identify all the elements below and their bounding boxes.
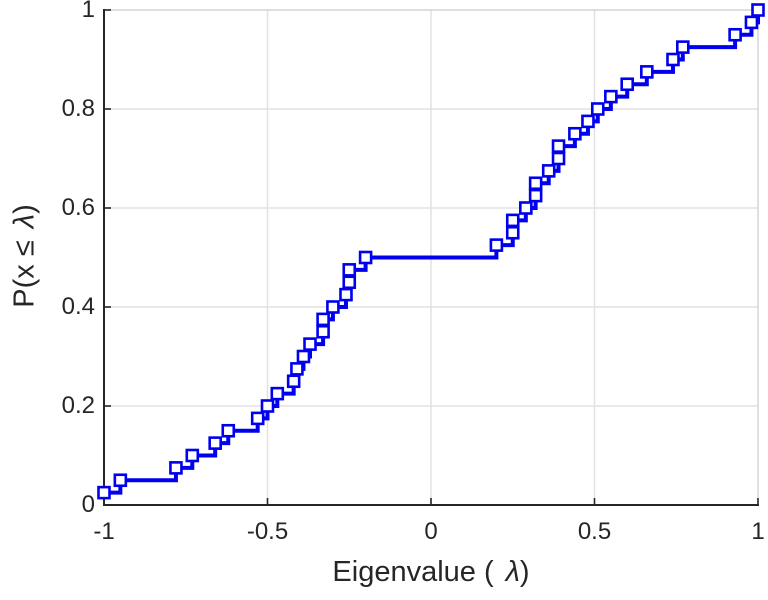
- ecdf-data-marker: [551, 151, 566, 166]
- ecdf-data-marker: [505, 213, 520, 228]
- ecdf-data-marker: [640, 65, 654, 79]
- ecdf-data-marker: [541, 164, 556, 178]
- ecdf-data-marker: [316, 324, 330, 339]
- y-axis-label: P(x ≤ λ): [9, 204, 42, 307]
- x-axis-label-suffix: ): [519, 556, 530, 588]
- y-axis-label-text: P(x ≤: [8, 232, 41, 308]
- x-tick-label: 0: [424, 518, 438, 545]
- y-tick-label: 0.8: [61, 95, 95, 122]
- ecdf-data-marker: [666, 52, 680, 67]
- ecdf-data-marker: [528, 188, 543, 203]
- ecdf-data-marker: [296, 349, 311, 364]
- ecdf-data-marker: [728, 27, 742, 42]
- ecdf-data-marker: [519, 201, 533, 215]
- ecdf-data-marker: [342, 275, 357, 290]
- ecdf-data-marker: [751, 3, 765, 17]
- ecdf-data-marker: [97, 485, 111, 500]
- ecdf-data-marker: [620, 77, 635, 92]
- y-tick-label: 1: [81, 0, 95, 23]
- ecdf-data-marker: [270, 386, 285, 401]
- ecdf-data-marker: [250, 411, 265, 426]
- ecdf-data-marker: [208, 436, 222, 450]
- ecdf-data-marker: [290, 362, 304, 376]
- ecdf-data-marker: [221, 423, 236, 438]
- lambda-symbol: λ: [505, 556, 520, 588]
- x-tick-label: -0.5: [246, 518, 289, 545]
- ecdf-data-marker: [489, 238, 504, 252]
- x-tick-label: -1: [93, 518, 115, 545]
- y-tick-label: 0.4: [61, 293, 95, 320]
- ecdf-data-marker: [339, 287, 353, 302]
- x-tick-label: 0.5: [577, 518, 612, 545]
- y-tick-label: 0: [81, 491, 95, 518]
- ecdf-data-marker: [568, 126, 582, 141]
- y-tick-label: 0.6: [61, 194, 95, 221]
- ecdf-data-marker: [303, 337, 317, 351]
- y-axis-label-suffix: ): [8, 204, 41, 214]
- ecdf-data-marker: [744, 15, 759, 30]
- ecdf-data-marker: [528, 176, 543, 191]
- ecdf-data-marker: [286, 374, 301, 389]
- ecdf-data-marker: [316, 312, 330, 327]
- ecdf-data-marker: [581, 114, 595, 129]
- x-tick-label: 1: [751, 518, 765, 545]
- ecdf-data-marker: [326, 300, 340, 314]
- ecdf-data-marker: [675, 40, 690, 54]
- ecdf-data-marker: [590, 102, 605, 116]
- ecdf-data-marker: [551, 139, 566, 153]
- ecdf-data-marker: [505, 225, 520, 240]
- ecdf-data-marker: [260, 399, 275, 413]
- y-tick-label: 0.2: [61, 392, 95, 419]
- ecdf-data-marker: [604, 89, 618, 104]
- x-axis-label: Eigenvalue ( λ): [332, 556, 529, 589]
- lambda-symbol: λ: [8, 213, 41, 229]
- x-axis-label-text: Eigenvalue (: [332, 556, 494, 588]
- ecdf-data-marker: [113, 473, 128, 488]
- ecdf-data-marker: [185, 448, 200, 463]
- ecdf-data-marker: [358, 250, 373, 265]
- ecdf-data-marker: [169, 461, 183, 475]
- ecdf-data-marker: [342, 263, 357, 277]
